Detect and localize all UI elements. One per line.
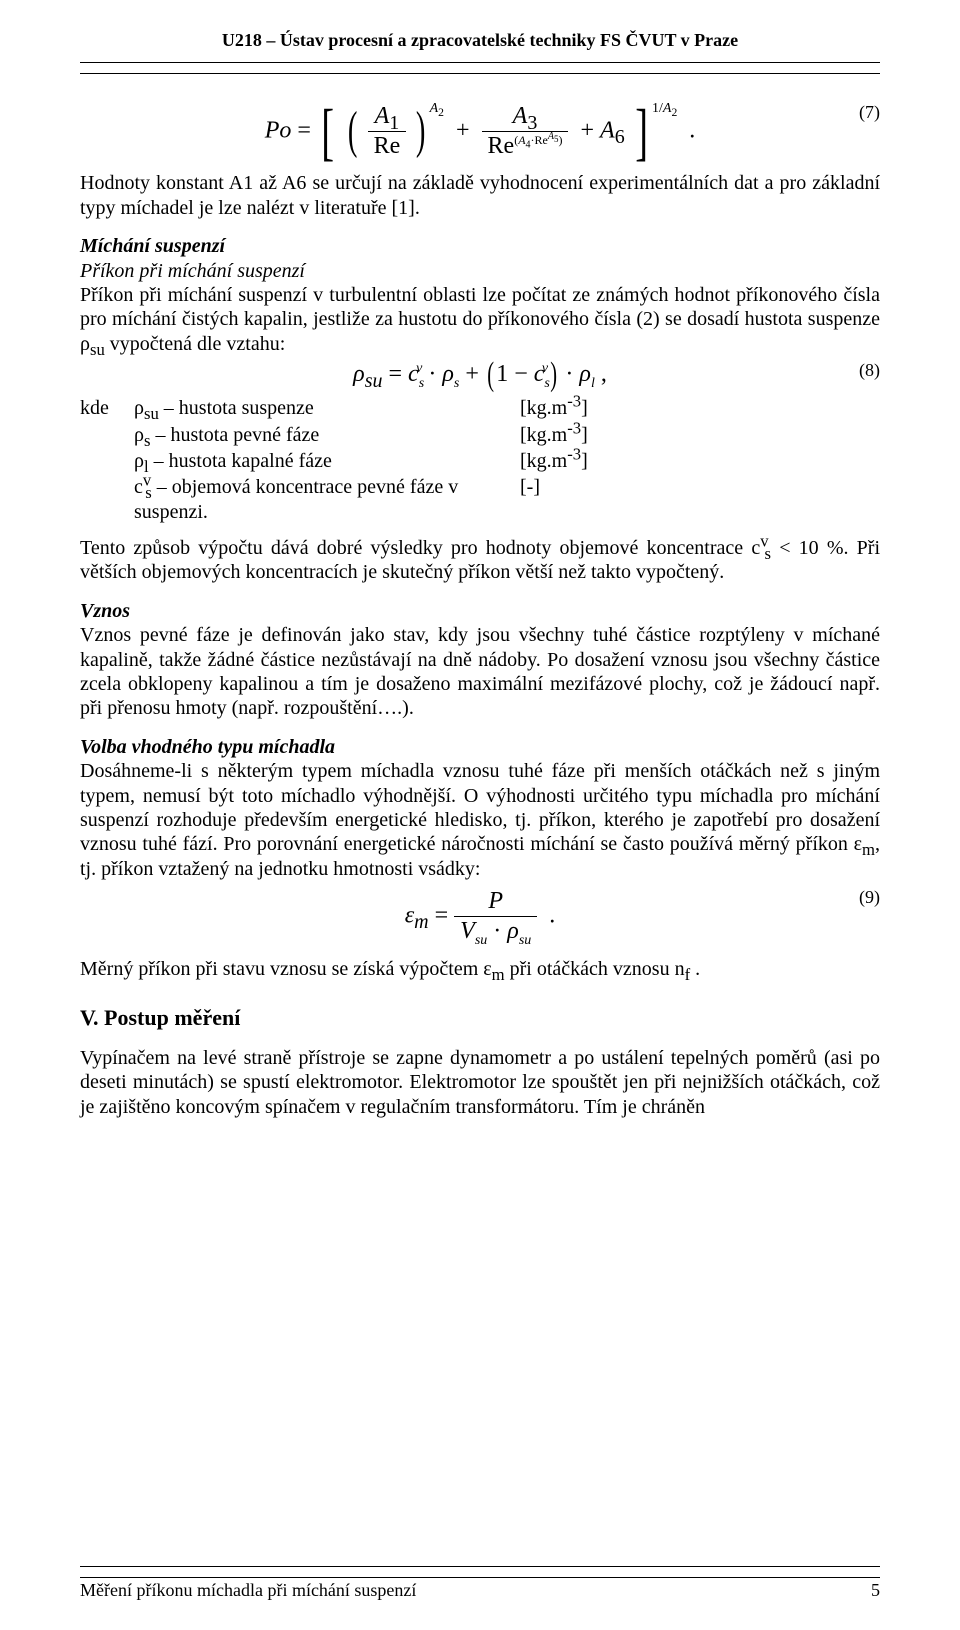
def-row-0-unit: [kg.m-3] bbox=[520, 396, 880, 420]
para-postup: Vypínačem na levé straně přístroje se za… bbox=[80, 1046, 880, 1119]
page-footer: Měření příkonu míchadla při míchání susp… bbox=[80, 1556, 880, 1602]
eq8-number: (8) bbox=[859, 360, 880, 382]
def-row-3-unit: [-] bbox=[520, 475, 880, 524]
def-row-1-sym: ρs – hustota pevné fáze bbox=[134, 423, 514, 447]
page-header: U218 – Ústav procesní a zpracovatelské t… bbox=[80, 30, 880, 52]
section-vznos-title: Vznos bbox=[80, 599, 880, 623]
equation-8: (8) ρsu = csv · ρs + (1 − csv) · ρl , bbox=[80, 360, 880, 390]
header-rule-1 bbox=[80, 62, 880, 63]
para-prikon-text: Příkon při míchání suspenzí v turbulentn… bbox=[80, 284, 880, 355]
def-row-0-sym: ρsu – hustota suspenze bbox=[134, 396, 514, 420]
equation-9: (9) εm = P Vsu · ρsu . bbox=[80, 887, 880, 947]
def-row-3-sym: cvs – objemová koncentrace pevné fáze v … bbox=[134, 475, 514, 524]
section-v-postup: V. Postup měření bbox=[80, 1005, 880, 1032]
para-merny: Měrný příkon při stavu vznosu se získá v… bbox=[80, 957, 880, 981]
footer-rule-1 bbox=[80, 1566, 880, 1567]
eq9-body: εm = P Vsu · ρsu . bbox=[405, 887, 556, 947]
para-vznos: Vznos pevné fáze je definován jako stav,… bbox=[80, 623, 880, 721]
footer-page-number: 5 bbox=[871, 1580, 880, 1602]
header-rule-2 bbox=[80, 73, 880, 74]
footer-title: Měření příkonu míchadla při míchání susp… bbox=[80, 1580, 416, 1602]
eq7-body: Po = [ ( A1Re )A2 + A3 Re(A4·ReA5) + A6 … bbox=[265, 102, 696, 162]
equation-7: (7) Po = [ ( A1Re )A2 + A3 Re(A4·ReA5) +… bbox=[80, 102, 880, 162]
page: U218 – Ústav procesní a zpracovatelské t… bbox=[0, 0, 960, 1630]
def-row-2-unit: [kg.m-3] bbox=[520, 449, 880, 473]
para-volba: Dosáhneme-li s některým typem míchadla v… bbox=[80, 759, 880, 881]
definitions-list: kde ρsu – hustota suspenze [kg.m-3] ρs –… bbox=[80, 396, 880, 524]
def-row-1-unit: [kg.m-3] bbox=[520, 423, 880, 447]
para-tento: Tento způsob výpočtu dává dobré výsledky… bbox=[80, 536, 880, 585]
def-row-2-sym: ρl – hustota kapalné fáze bbox=[134, 449, 514, 473]
eq9-number: (9) bbox=[859, 887, 880, 909]
defs-kde: kde bbox=[80, 396, 128, 420]
eq8-body: ρsu = csv · ρs + (1 − csv) · ρl , bbox=[353, 360, 607, 390]
section-prikon-sub: Příkon při míchání suspenzí bbox=[80, 259, 880, 283]
para-constants: Hodnoty konstant A1 až A6 se určují na z… bbox=[80, 171, 880, 220]
para-prikon: Příkon při míchání suspenzí v turbulentn… bbox=[80, 283, 880, 356]
eq7-number: (7) bbox=[859, 102, 880, 124]
footer-rule-2 bbox=[80, 1577, 880, 1578]
section-michani-title: Míchání suspenzí bbox=[80, 234, 880, 258]
section-volba-title: Volba vhodného typu míchadla bbox=[80, 735, 880, 759]
